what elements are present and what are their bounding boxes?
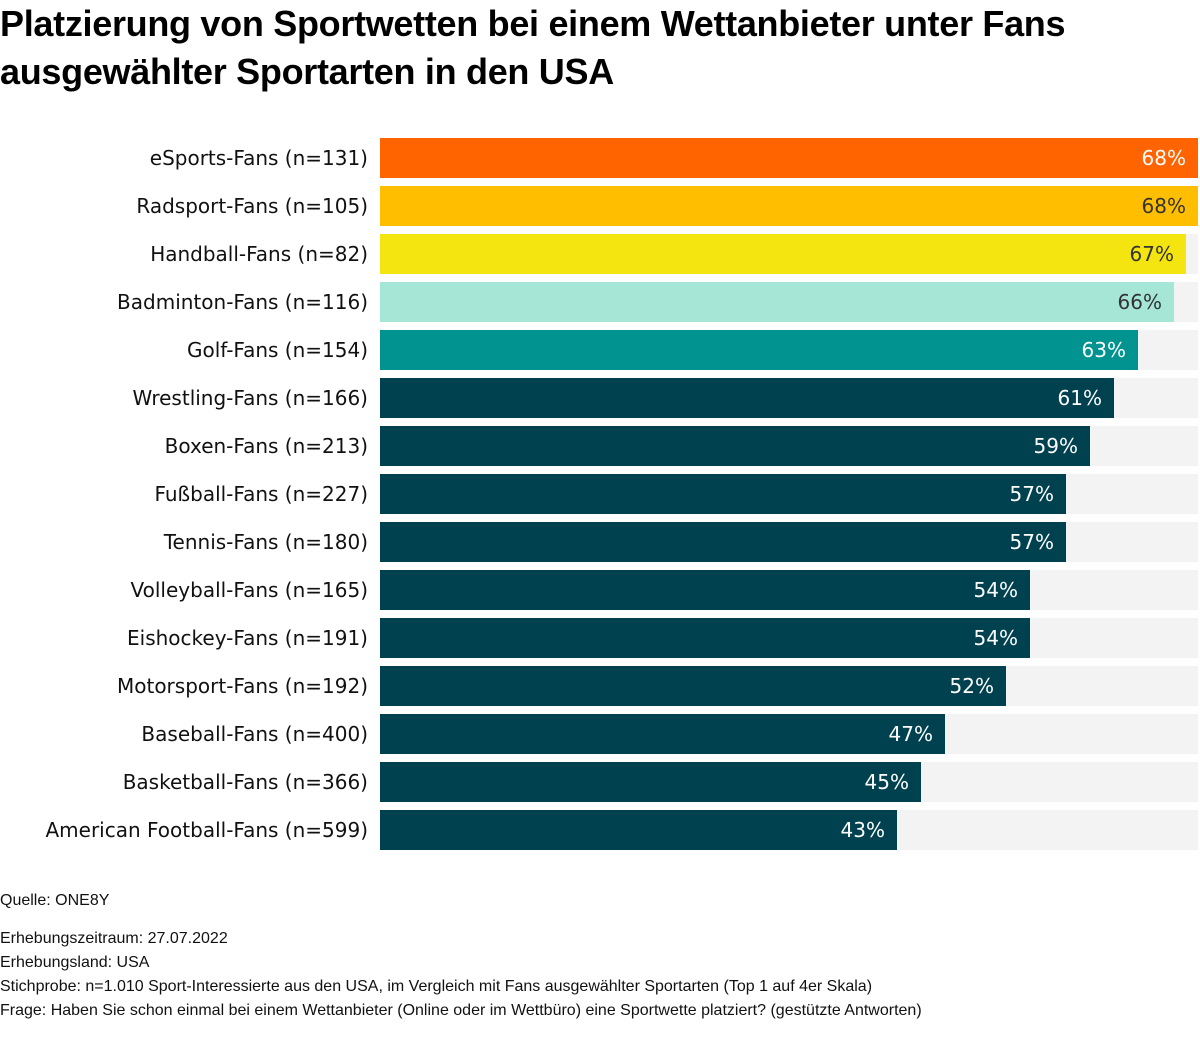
value-label: 57%	[1009, 482, 1054, 506]
value-label: 45%	[864, 770, 909, 794]
bar	[380, 618, 1030, 658]
chart-title: Platzierung von Sportwetten bei einem We…	[0, 3, 1066, 92]
bar-track: 52%	[380, 666, 1198, 706]
survey-question: Frage: Haben Sie schon einmal bei einem …	[0, 1002, 922, 1019]
bar-track: 54%	[380, 618, 1198, 658]
bar	[380, 570, 1030, 610]
bar	[380, 282, 1174, 322]
category-label: Baseball-Fans (n=400)	[141, 722, 368, 746]
bar-row: Baseball-Fans (n=400) 47%	[0, 714, 1200, 754]
category-label: Motorsport-Fans (n=192)	[116, 674, 368, 698]
bar-row: Golf-Fans (n=154) 63%	[0, 330, 1200, 370]
bar-chart: eSports-Fans (n=131) 68% Radsport-Fans (n=…	[0, 138, 1200, 858]
bar-row: American Football-Fans (n=599) 43%	[0, 810, 1200, 850]
bar-row: eSports-Fans (n=131) 68%	[0, 138, 1200, 178]
bar	[380, 378, 1114, 418]
bar-row: Basketball-Fans (n=366) 45%	[0, 762, 1200, 802]
category-label: eSports-Fans (n=131)	[149, 146, 368, 170]
category-label: Fußball-Fans (n=227)	[154, 482, 368, 506]
bar	[380, 666, 1006, 706]
bar-row: Fußball-Fans (n=227) 57%	[0, 474, 1200, 514]
bar-track: 68%	[380, 138, 1198, 178]
bar-track: 43%	[380, 810, 1198, 850]
value-label: 43%	[840, 818, 885, 842]
bar-row: Radsport-Fans (n=105) 68%	[0, 186, 1200, 226]
bar-track: 57%	[380, 474, 1198, 514]
bar-row: Badminton-Fans (n=116) 66%	[0, 282, 1200, 322]
category-label: Golf-Fans (n=154)	[186, 338, 368, 362]
bar-track: 67%	[380, 234, 1198, 274]
survey-country: Erhebungsland: USA	[0, 954, 150, 971]
bar-row: Wrestling-Fans (n=166) 61%	[0, 378, 1200, 418]
value-label: 57%	[1009, 530, 1054, 554]
category-label: Badminton-Fans (n=116)	[117, 290, 368, 314]
category-label: Volleyball-Fans (n=165)	[130, 578, 369, 602]
bar	[380, 330, 1138, 370]
bar	[380, 138, 1198, 178]
bar-track: 61%	[380, 378, 1198, 418]
category-label: Wrestling-Fans (n=166)	[132, 386, 368, 410]
value-label: 54%	[973, 626, 1018, 650]
category-label: Boxen-Fans (n=213)	[164, 434, 368, 458]
category-label: American Football-Fans (n=599)	[45, 818, 368, 842]
bar	[380, 810, 897, 850]
value-label: 59%	[1033, 434, 1078, 458]
bar	[380, 234, 1186, 274]
bar-row: Volleyball-Fans (n=165) 54%	[0, 570, 1200, 610]
bar-track: 66%	[380, 282, 1198, 322]
bar-row: Tennis-Fans (n=180) 57%	[0, 522, 1200, 562]
survey-meta: Erhebungszeitraum: 27.07.2022 Erhebungsl…	[0, 927, 1190, 1023]
value-label: 66%	[1117, 290, 1162, 314]
bar-track: 68%	[380, 186, 1198, 226]
bar-row: Eishockey-Fans (n=191) 54%	[0, 618, 1200, 658]
bar	[380, 714, 945, 754]
category-label: Eishockey-Fans (n=191)	[127, 626, 368, 650]
survey-sample: Stichprobe: n=1.010 Sport-Interessierte …	[0, 978, 873, 995]
value-label: 68%	[1141, 146, 1186, 170]
category-label: Basketball-Fans (n=366)	[122, 770, 368, 794]
category-label: Handball-Fans (n=82)	[150, 242, 368, 266]
bar	[380, 186, 1198, 226]
bar	[380, 522, 1066, 562]
bar	[380, 474, 1066, 514]
value-label: 47%	[888, 722, 933, 746]
survey-period: Erhebungszeitraum: 27.07.2022	[0, 930, 228, 947]
bar	[380, 762, 921, 802]
value-label: 52%	[949, 674, 994, 698]
source-note: Quelle: ONE8Y	[0, 892, 110, 909]
bar-row: Handball-Fans (n=82) 67%	[0, 234, 1200, 274]
category-label: Radsport-Fans (n=105)	[136, 194, 368, 218]
value-label: 67%	[1129, 242, 1174, 266]
bar-track: 63%	[380, 330, 1198, 370]
bar-track: 59%	[380, 426, 1198, 466]
category-label: Tennis-Fans (n=180)	[163, 530, 368, 554]
bar-track: 47%	[380, 714, 1198, 754]
bar-track: 54%	[380, 570, 1198, 610]
bar-track: 45%	[380, 762, 1198, 802]
value-label: 68%	[1141, 194, 1186, 218]
bar-track: 57%	[380, 522, 1198, 562]
bar-row: Motorsport-Fans (n=192) 52%	[0, 666, 1200, 706]
value-label: 61%	[1057, 386, 1102, 410]
value-label: 54%	[973, 578, 1018, 602]
bar	[380, 426, 1090, 466]
bar-row: Boxen-Fans (n=213) 59%	[0, 426, 1200, 466]
value-label: 63%	[1081, 338, 1126, 362]
